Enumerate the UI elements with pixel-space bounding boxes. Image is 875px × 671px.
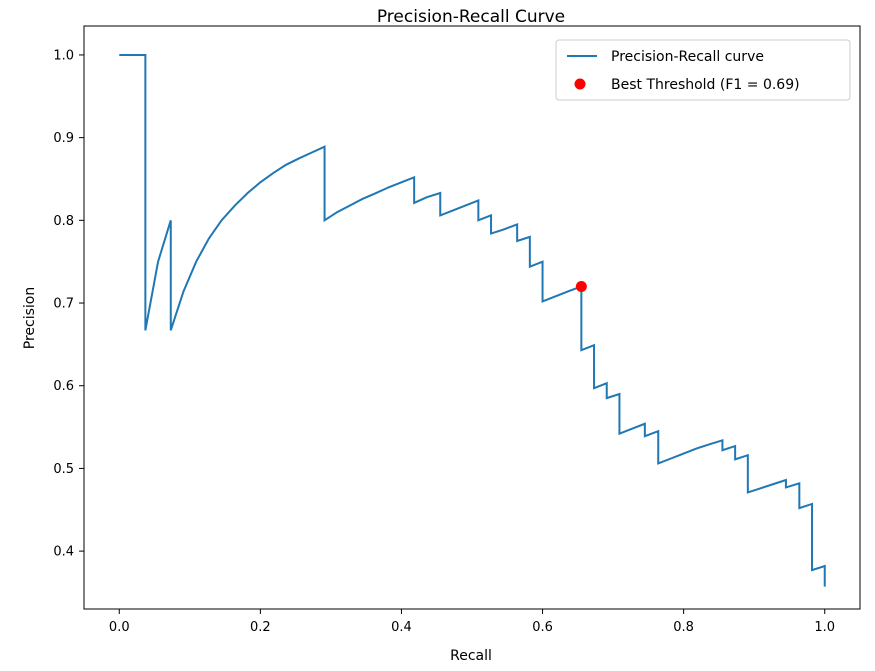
series-layer — [119, 53, 826, 587]
x-tick-label: 0.8 — [673, 620, 694, 635]
legend-marker-swatch — [574, 78, 586, 90]
y-tick-label: 0.9 — [53, 131, 74, 146]
x-tick-label: 1.0 — [814, 620, 835, 635]
plot-area — [83, 25, 861, 610]
legend-label-best-threshold: Best Threshold (F1 = 0.69) — [611, 77, 800, 93]
y-axis-title: Precision — [22, 287, 38, 349]
chart-title: Precision-Recall Curve — [377, 7, 565, 27]
legend-frame — [555, 39, 851, 101]
x-axis-title: Recall — [450, 648, 492, 664]
y-tick-label: 0.7 — [53, 297, 74, 312]
best-threshold-point — [575, 280, 587, 292]
y-axis-ticks: 0.4 0.5 0.6 0.7 0.8 0.9 1.0 — [53, 48, 84, 560]
x-tick-label: 0.4 — [391, 620, 412, 635]
x-axis-ticks: 0.0 0.2 0.4 0.6 0.8 1.0 — [109, 609, 835, 635]
x-tick-label: 0.0 — [109, 620, 130, 635]
precision-recall-curve-line — [119, 53, 826, 587]
axes-frame — [83, 25, 861, 610]
x-tick-label: 0.6 — [532, 620, 553, 635]
y-tick-label: 0.4 — [53, 545, 74, 560]
y-tick-label: 0.5 — [53, 462, 74, 477]
y-tick-label: 0.8 — [53, 214, 74, 229]
x-tick-label: 0.2 — [250, 620, 271, 635]
legend: Precision-Recall curve Best Threshold (F… — [555, 39, 851, 101]
y-tick-label: 0.6 — [53, 379, 74, 394]
y-tick-label: 1.0 — [53, 48, 74, 63]
legend-label-curve: Precision-Recall curve — [611, 49, 764, 65]
